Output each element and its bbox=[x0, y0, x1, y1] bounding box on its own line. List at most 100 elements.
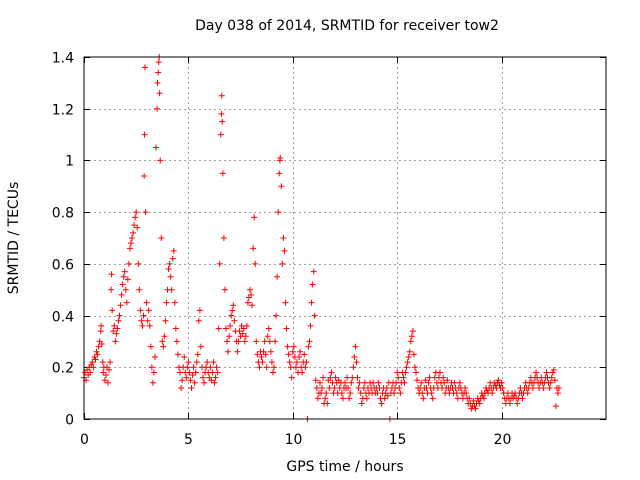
data-point bbox=[250, 245, 257, 252]
data-point bbox=[397, 390, 404, 397]
chart-title: Day 038 of 2014, SRMTID for receiver tow… bbox=[195, 18, 499, 34]
data-point bbox=[323, 390, 330, 397]
data-point bbox=[278, 183, 285, 190]
data-point bbox=[420, 395, 427, 402]
data-point bbox=[142, 209, 149, 216]
data-point bbox=[163, 299, 170, 306]
data-point bbox=[309, 281, 316, 288]
y-tick-label: 0.8 bbox=[52, 206, 74, 222]
data-point bbox=[151, 353, 158, 360]
data-point bbox=[249, 302, 256, 309]
data-point bbox=[107, 359, 114, 366]
data-point bbox=[418, 379, 425, 386]
data-point bbox=[100, 369, 107, 376]
data-point bbox=[134, 224, 141, 231]
data-point bbox=[165, 266, 172, 273]
data-point bbox=[284, 343, 291, 350]
data-point bbox=[267, 348, 274, 355]
data-point bbox=[135, 260, 142, 267]
data-point bbox=[98, 341, 105, 348]
data-point bbox=[273, 312, 280, 319]
data-point bbox=[331, 384, 338, 391]
data-point bbox=[272, 338, 279, 345]
data-point bbox=[120, 273, 127, 280]
data-point bbox=[189, 372, 196, 379]
data-point bbox=[216, 260, 223, 267]
data-point bbox=[275, 209, 282, 216]
data-point bbox=[166, 260, 173, 267]
data-point bbox=[437, 369, 444, 376]
data-point bbox=[184, 364, 191, 371]
data-point bbox=[394, 369, 401, 376]
data-point bbox=[326, 384, 333, 391]
data-point bbox=[179, 377, 186, 384]
data-point bbox=[354, 374, 361, 381]
data-point bbox=[129, 235, 136, 241]
data-point bbox=[242, 333, 249, 340]
data-point bbox=[140, 312, 147, 319]
data-point bbox=[411, 364, 418, 371]
data-point bbox=[193, 359, 200, 366]
data-point bbox=[462, 384, 469, 391]
tick-labels: 0 0.2 0.4 0.6 0.8 1 1.2 1.4 0 5 10 15 20 bbox=[52, 51, 512, 449]
data-point bbox=[324, 400, 331, 407]
data-point bbox=[401, 379, 408, 386]
data-point bbox=[90, 364, 97, 371]
data-point bbox=[226, 333, 233, 340]
data-point bbox=[183, 374, 190, 381]
data-point bbox=[353, 359, 360, 366]
data-point bbox=[453, 390, 460, 397]
data-point bbox=[241, 338, 248, 345]
data-point bbox=[87, 369, 94, 376]
data-point bbox=[173, 338, 180, 345]
data-point bbox=[405, 353, 412, 360]
data-point bbox=[274, 273, 281, 280]
data-point bbox=[489, 390, 496, 397]
data-point bbox=[444, 377, 451, 384]
data-point bbox=[162, 317, 169, 324]
data-point bbox=[239, 330, 246, 337]
data-point bbox=[288, 374, 295, 381]
data-point bbox=[158, 235, 165, 241]
data-point bbox=[347, 390, 354, 397]
data-point bbox=[244, 299, 251, 306]
data-point bbox=[351, 353, 358, 360]
data-point bbox=[118, 291, 125, 298]
data-point bbox=[265, 325, 272, 332]
data-point bbox=[204, 359, 211, 366]
data-point bbox=[258, 353, 265, 360]
data-point bbox=[222, 325, 229, 332]
data-point bbox=[126, 245, 133, 252]
data-point bbox=[207, 364, 214, 371]
data-point bbox=[283, 325, 290, 332]
data-point bbox=[213, 364, 220, 371]
data-point bbox=[187, 377, 194, 384]
plot-frame bbox=[83, 56, 607, 420]
data-point bbox=[106, 366, 113, 373]
data-point bbox=[400, 374, 407, 381]
data-point bbox=[299, 369, 306, 376]
data-point bbox=[406, 348, 413, 355]
data-point bbox=[310, 268, 317, 275]
data-point bbox=[139, 322, 146, 329]
data-point bbox=[441, 379, 448, 386]
data-point bbox=[533, 369, 540, 376]
data-point bbox=[99, 359, 106, 366]
data-point bbox=[108, 271, 115, 278]
data-point bbox=[320, 374, 327, 381]
data-point bbox=[356, 379, 363, 386]
data-point bbox=[342, 379, 348, 386]
data-point bbox=[514, 400, 521, 407]
data-point bbox=[425, 379, 432, 386]
data-point bbox=[215, 325, 222, 332]
data-point bbox=[228, 312, 235, 319]
grid bbox=[84, 57, 606, 419]
data-point bbox=[221, 286, 228, 293]
data-point bbox=[157, 157, 164, 164]
data-point bbox=[208, 377, 215, 384]
data-point bbox=[141, 172, 148, 179]
data-point bbox=[133, 209, 140, 216]
y-axis-label: SRMTID / TECUs bbox=[6, 182, 22, 295]
data-point bbox=[169, 255, 176, 262]
